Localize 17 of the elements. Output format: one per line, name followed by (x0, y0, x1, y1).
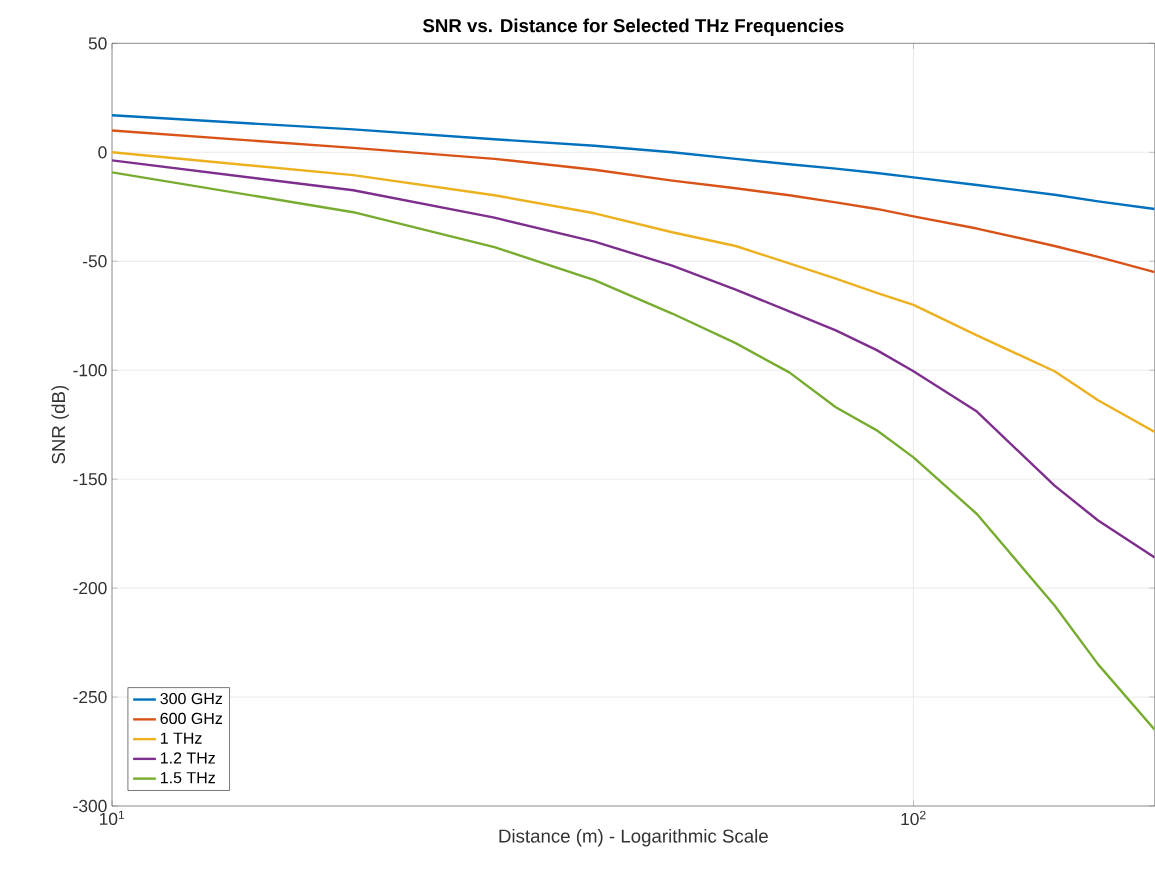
y-tick-label: -100 (73, 364, 107, 377)
legend-label: 300 GHz (160, 692, 223, 705)
y-tick-label: 50 (88, 37, 107, 50)
chart-title: SNR vs. Distance for Selected THz Frequencies (422, 18, 844, 36)
legend-label: 1.2 THz (160, 752, 215, 764)
y-tick-label: -50 (83, 255, 107, 268)
x-axis-title: Distance (m) - Logarithmic Scale (499, 828, 768, 847)
legend-label: 1 THz (160, 732, 202, 744)
legend-label: 600 GHz (160, 712, 223, 725)
y-tick-label: 0 (98, 146, 107, 159)
legend-label: 1.5 THz (160, 772, 215, 784)
y-tick-label: -250 (73, 690, 107, 704)
y-tick-label: -300 (73, 799, 107, 813)
y-tick-label: -200 (73, 581, 107, 595)
x-tick-label: 10$^{2}$ (901, 810, 926, 826)
y-tick-label: -150 (73, 473, 107, 486)
y-axis-title: SNR (dB) (51, 385, 69, 464)
